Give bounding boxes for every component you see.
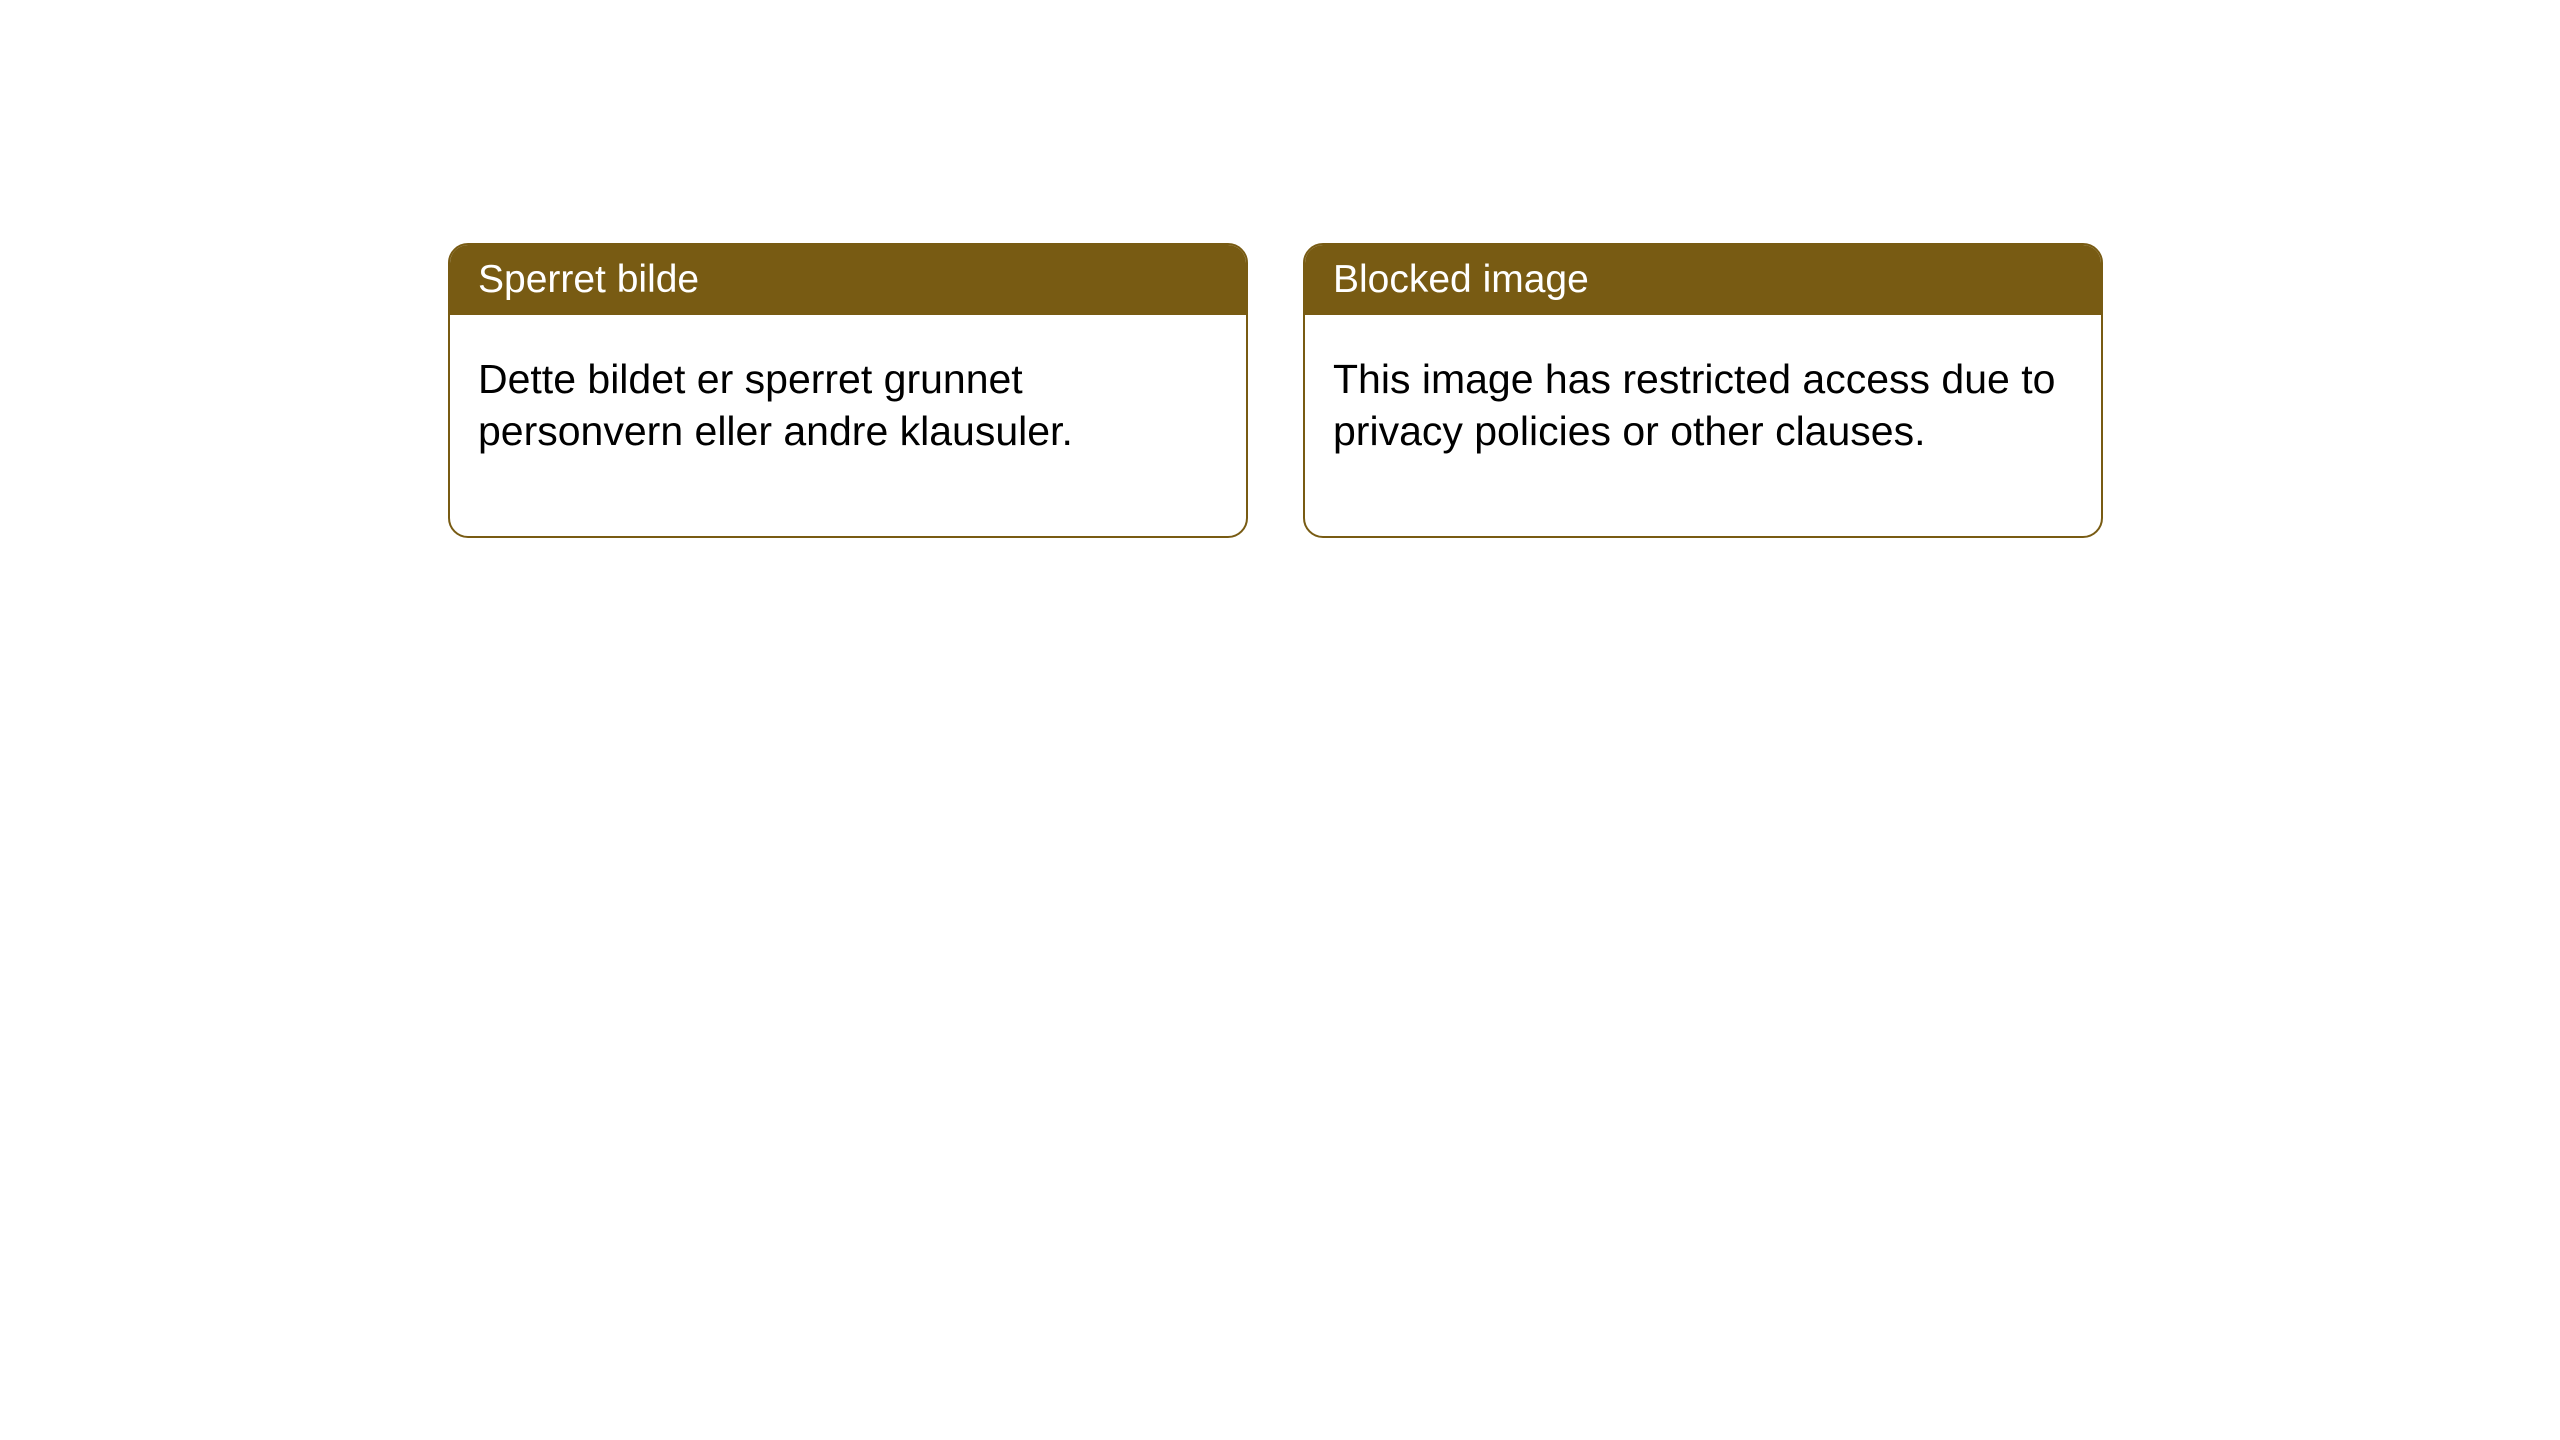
card-header: Blocked image xyxy=(1305,245,2101,315)
card-body: This image has restricted access due to … xyxy=(1305,315,2101,536)
notice-card-norwegian: Sperret bilde Dette bildet er sperret gr… xyxy=(448,243,1248,538)
card-body: Dette bildet er sperret grunnet personve… xyxy=(450,315,1246,536)
card-body-text: This image has restricted access due to … xyxy=(1333,356,2055,454)
card-header: Sperret bilde xyxy=(450,245,1246,315)
card-body-text: Dette bildet er sperret grunnet personve… xyxy=(478,356,1073,454)
card-title: Sperret bilde xyxy=(478,258,699,301)
card-title: Blocked image xyxy=(1333,258,1589,301)
notice-cards-container: Sperret bilde Dette bildet er sperret gr… xyxy=(448,243,2103,538)
notice-card-english: Blocked image This image has restricted … xyxy=(1303,243,2103,538)
